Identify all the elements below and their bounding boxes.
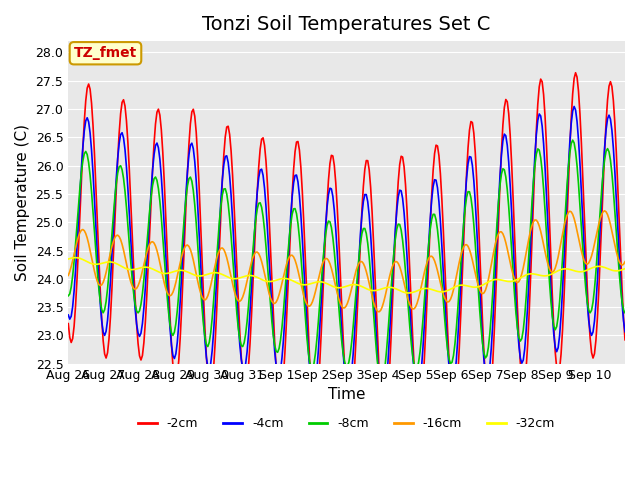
-8cm [569,137,577,143]
Title: Tonzi Soil Temperatures Set C: Tonzi Soil Temperatures Set C [202,15,491,34]
-2cm [100,351,108,357]
Line: -16cm: -16cm [68,211,625,312]
-32cm [65,256,72,262]
-8cm [65,293,72,299]
Legend: -2cm, -4cm, -8cm, -16cm, -32cm: -2cm, -4cm, -8cm, -16cm, -32cm [133,412,560,435]
-32cm [621,266,629,272]
-16cm [621,259,629,264]
-4cm [100,333,108,338]
Line: -8cm: -8cm [68,140,625,383]
-2cm [620,315,627,321]
-8cm [621,310,629,316]
-4cm [621,329,629,335]
-8cm [83,152,91,157]
-16cm [545,266,553,272]
-2cm [65,321,72,326]
-16cm [463,242,470,248]
-16cm [601,208,609,214]
-32cm [85,260,93,265]
-8cm [545,278,553,284]
-4cm [620,318,627,324]
-4cm [351,329,358,335]
-16cm [100,275,108,281]
-2cm [351,363,358,369]
Text: TZ_fmet: TZ_fmet [74,46,137,60]
-8cm [100,307,108,312]
-2cm [572,70,579,76]
-32cm [464,283,472,289]
Line: -2cm: -2cm [68,73,625,427]
-2cm [380,424,388,430]
-16cm [351,273,358,279]
-4cm [545,256,553,262]
-16cm [376,309,383,314]
-8cm [463,194,470,200]
-32cm [404,290,412,296]
-32cm [72,255,79,261]
-2cm [463,171,470,177]
-16cm [620,262,627,267]
-4cm [570,104,578,109]
-32cm [620,266,627,272]
-16cm [83,235,91,241]
-2cm [83,85,91,91]
-4cm [65,312,72,318]
X-axis label: Time: Time [328,387,365,402]
-32cm [102,259,110,265]
-4cm [378,402,386,408]
-4cm [83,115,91,120]
-32cm [547,272,555,277]
-2cm [621,337,629,343]
-8cm [377,380,385,385]
Y-axis label: Soil Temperature (C): Soil Temperature (C) [15,124,30,281]
-2cm [545,217,553,223]
-32cm [352,282,360,288]
Line: -4cm: -4cm [68,107,625,405]
Line: -32cm: -32cm [68,258,625,293]
-16cm [65,273,72,278]
-8cm [351,306,358,312]
-8cm [620,307,627,313]
-4cm [463,175,470,181]
